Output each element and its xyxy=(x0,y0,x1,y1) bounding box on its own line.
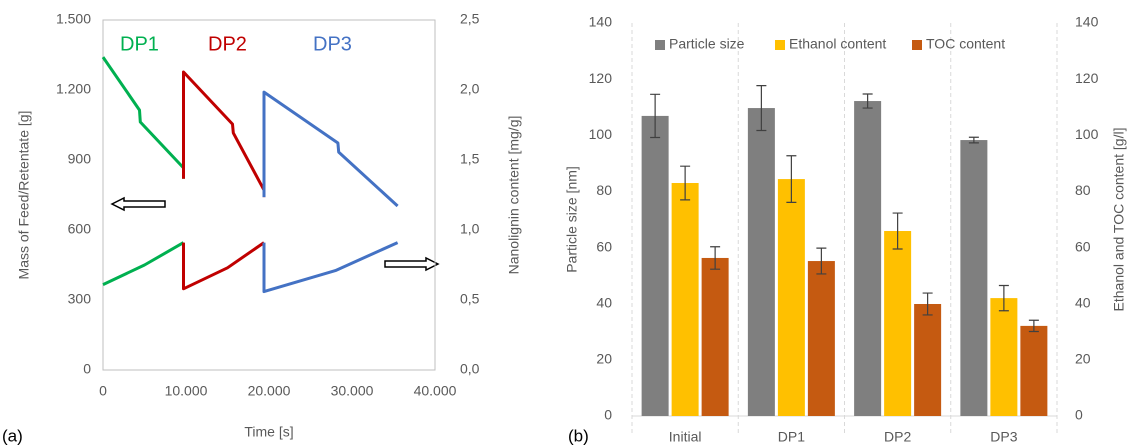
y-axis-label: Mass of Feed/Retentate [g] xyxy=(16,111,32,280)
arrow-left xyxy=(110,196,166,212)
x-tick-label: 40.000 xyxy=(414,383,457,399)
error-bar xyxy=(756,84,767,132)
plot-frame xyxy=(102,19,436,371)
annotation: DP1 xyxy=(120,33,159,55)
y-tick-label: 0 xyxy=(83,361,91,377)
bar xyxy=(1020,325,1048,416)
x-tick-label: 30.000 xyxy=(331,383,374,399)
y2-tick-label: 120 xyxy=(1075,70,1099,86)
y-tick-label: 900 xyxy=(68,151,92,167)
y-tick-label: 120 xyxy=(589,70,613,86)
y2-tick-label: 1,0 xyxy=(460,221,480,237)
bar xyxy=(960,140,988,416)
legend-label: Ethanol content xyxy=(789,36,886,52)
bar xyxy=(990,298,1018,416)
data-line xyxy=(102,241,185,286)
bar xyxy=(701,257,729,416)
annotation: DP3 xyxy=(313,33,352,55)
bar xyxy=(854,101,882,416)
y-tick-label: 40 xyxy=(596,294,612,310)
x-tick-label: 10.000 xyxy=(165,383,208,399)
bar xyxy=(884,231,912,416)
y-tick-label: 80 xyxy=(596,182,612,198)
bar xyxy=(777,179,805,416)
error-bar xyxy=(650,93,661,139)
legend-label: Particle size xyxy=(669,36,745,52)
legend-swatch xyxy=(775,40,785,50)
arrow-shape xyxy=(110,196,166,212)
error-bar xyxy=(816,247,827,275)
y-tick-label: 100 xyxy=(589,126,613,142)
y2-tick-label: 40 xyxy=(1075,294,1091,310)
x-tick-label: DP2 xyxy=(884,429,911,445)
panel-label: (b) xyxy=(568,426,589,445)
error-bar xyxy=(710,246,721,270)
bar xyxy=(914,303,942,416)
y-tick-label: 20 xyxy=(596,351,612,367)
y2-tick-label: 0,5 xyxy=(460,291,480,307)
y-tick-label: 140 xyxy=(589,14,613,30)
y2-tick-label: 20 xyxy=(1075,351,1091,367)
y-tick-label: 1.200 xyxy=(56,81,91,97)
data-line xyxy=(101,56,185,179)
x-tick-label: 20.000 xyxy=(248,383,291,399)
arrow-right xyxy=(384,256,440,272)
error-bar xyxy=(862,93,873,109)
data-line xyxy=(182,70,266,198)
y-tick-label: 1.500 xyxy=(56,11,91,27)
bar xyxy=(671,183,699,416)
y2-tick-label: 80 xyxy=(1075,182,1091,198)
y2-axis-label: Nanolignin content [mg/g] xyxy=(506,116,522,275)
bar xyxy=(807,261,835,416)
error-bar xyxy=(968,136,979,144)
y2-tick-label: 2,0 xyxy=(460,81,480,97)
y2-tick-label: 60 xyxy=(1075,238,1091,254)
arrow-shape xyxy=(384,256,440,272)
x-tick-label: DP3 xyxy=(990,429,1017,445)
panel-label: (a) xyxy=(2,426,23,445)
error-bar xyxy=(892,212,903,250)
legend-swatch xyxy=(912,40,922,50)
x-tick-label: DP1 xyxy=(778,429,805,445)
y2-tick-label: 0,0 xyxy=(460,361,480,377)
y-tick-label: 60 xyxy=(596,238,612,254)
error-bar xyxy=(1028,319,1039,333)
y-axis-label: Particle size [nm] xyxy=(564,166,580,273)
x-tick-label: Initial xyxy=(669,429,702,445)
y-tick-label: 600 xyxy=(68,221,92,237)
bar xyxy=(641,115,669,416)
y2-tick-label: 2,5 xyxy=(460,11,480,27)
y2-tick-label: 1,5 xyxy=(460,151,480,167)
y2-tick-label: 100 xyxy=(1075,126,1099,142)
annotation: DP2 xyxy=(208,33,247,55)
error-bar xyxy=(922,292,933,316)
data-line xyxy=(262,90,399,208)
y-tick-label: 300 xyxy=(68,291,92,307)
data-line xyxy=(182,241,265,291)
data-line xyxy=(262,241,399,294)
legend-swatch xyxy=(655,40,665,50)
legend-label: TOC content xyxy=(926,36,1005,52)
y2-tick-label: 140 xyxy=(1075,14,1099,30)
x-axis-label: Time [s] xyxy=(244,424,293,440)
error-bar xyxy=(680,165,691,201)
y2-axis-label: Ethanol and TOC content [g/l] xyxy=(1111,128,1127,312)
bar xyxy=(747,108,775,416)
error-bar xyxy=(998,284,1009,312)
y2-tick-label: 0 xyxy=(1075,407,1083,423)
x-tick-label: 0 xyxy=(99,383,107,399)
error-bar xyxy=(786,155,797,203)
y-tick-label: 0 xyxy=(604,407,612,423)
